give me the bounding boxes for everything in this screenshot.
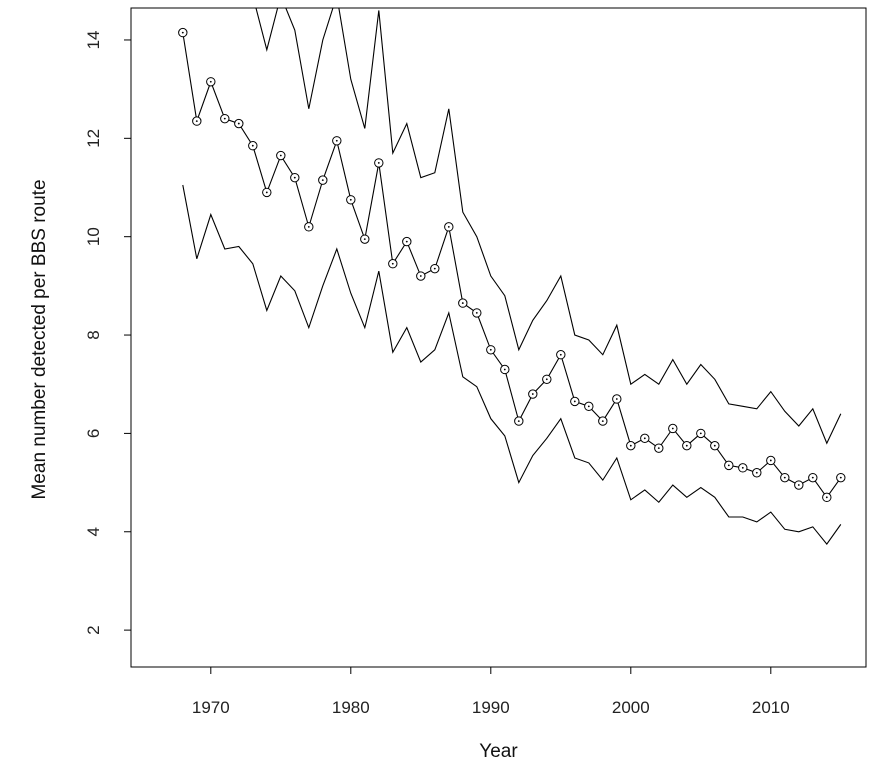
data-point-center: [433, 267, 436, 270]
data-point-center: [209, 80, 212, 83]
data-point-center: [797, 484, 800, 486]
plot-frame-rect: [130, 7, 867, 668]
x-tick-label: 1970: [192, 698, 230, 717]
data-point-center: [195, 120, 198, 123]
series-layer: [178, 8, 846, 545]
data-point-center: [377, 162, 380, 164]
data-point-center: [349, 198, 352, 201]
data-point-center: [293, 176, 296, 179]
data-point-center: [657, 447, 660, 450]
x-axis: 1970 1980 1990 2000 2010: [192, 667, 790, 717]
data-point-center: [559, 353, 562, 356]
data-point-center: [769, 459, 772, 462]
data-point-center: [447, 225, 450, 228]
data-point-center: [503, 368, 506, 371]
y-axis-title: Mean number detected per BBS route: [29, 179, 50, 499]
data-point-center: [615, 398, 618, 400]
data-point-center: [671, 427, 674, 430]
data-point-center: [601, 420, 604, 423]
data-point-center: [727, 464, 730, 467]
data-point-center: [685, 444, 688, 447]
x-tick-label: 1990: [472, 698, 510, 717]
data-point-center: [237, 122, 240, 125]
y-tick-label: 14: [84, 31, 103, 50]
data-point-center: [279, 154, 282, 157]
data-point-center: [405, 240, 408, 243]
data-point-center: [825, 496, 828, 499]
series-line-lower: [182, 184, 842, 545]
x-tick-label: 1980: [332, 698, 370, 717]
y-tick-label: 4: [84, 527, 103, 536]
series-line-upper: [255, 8, 842, 445]
data-point-center: [741, 466, 744, 469]
series-line-estimate: [182, 32, 842, 499]
data-point-center: [181, 31, 184, 34]
data-point-center: [699, 432, 702, 435]
data-point-center: [629, 444, 632, 447]
data-point-center: [489, 348, 492, 351]
data-point-center: [573, 400, 576, 403]
data-point-center: [531, 393, 534, 395]
data-point-center: [223, 117, 226, 120]
y-tick-label: 8: [84, 330, 103, 339]
data-point-center: [251, 144, 254, 147]
data-point-center: [265, 191, 268, 194]
y-tick-label: 12: [84, 129, 103, 148]
data-point-center: [335, 139, 338, 142]
data-point-center: [545, 378, 548, 381]
data-point-center: [643, 437, 646, 440]
data-point-center: [839, 476, 842, 479]
data-point-center: [517, 420, 520, 423]
y-tick-label: 6: [84, 429, 103, 438]
data-point-center: [755, 471, 758, 474]
y-tick-label: 2: [84, 625, 103, 634]
data-point-center: [321, 179, 324, 182]
x-tick-label: 2000: [612, 698, 650, 717]
data-point-center: [587, 405, 590, 408]
x-tick-label: 2010: [752, 698, 790, 717]
y-axis: 2 4 6 8 10 12 14: [84, 31, 131, 635]
data-point-center: [713, 444, 716, 447]
data-point-center: [783, 476, 786, 479]
data-point-center: [363, 238, 366, 241]
data-point-center: [307, 225, 310, 228]
data-point-center: [475, 312, 478, 314]
plot-area: [178, 8, 846, 545]
data-point-center: [391, 262, 394, 265]
y-tick-label: 10: [84, 227, 103, 246]
x-axis-title: Year: [479, 741, 518, 762]
data-point-center: [419, 275, 422, 277]
data-point-center: [811, 476, 814, 479]
data-point-center: [461, 302, 464, 304]
plot-frame: [130, 7, 867, 668]
